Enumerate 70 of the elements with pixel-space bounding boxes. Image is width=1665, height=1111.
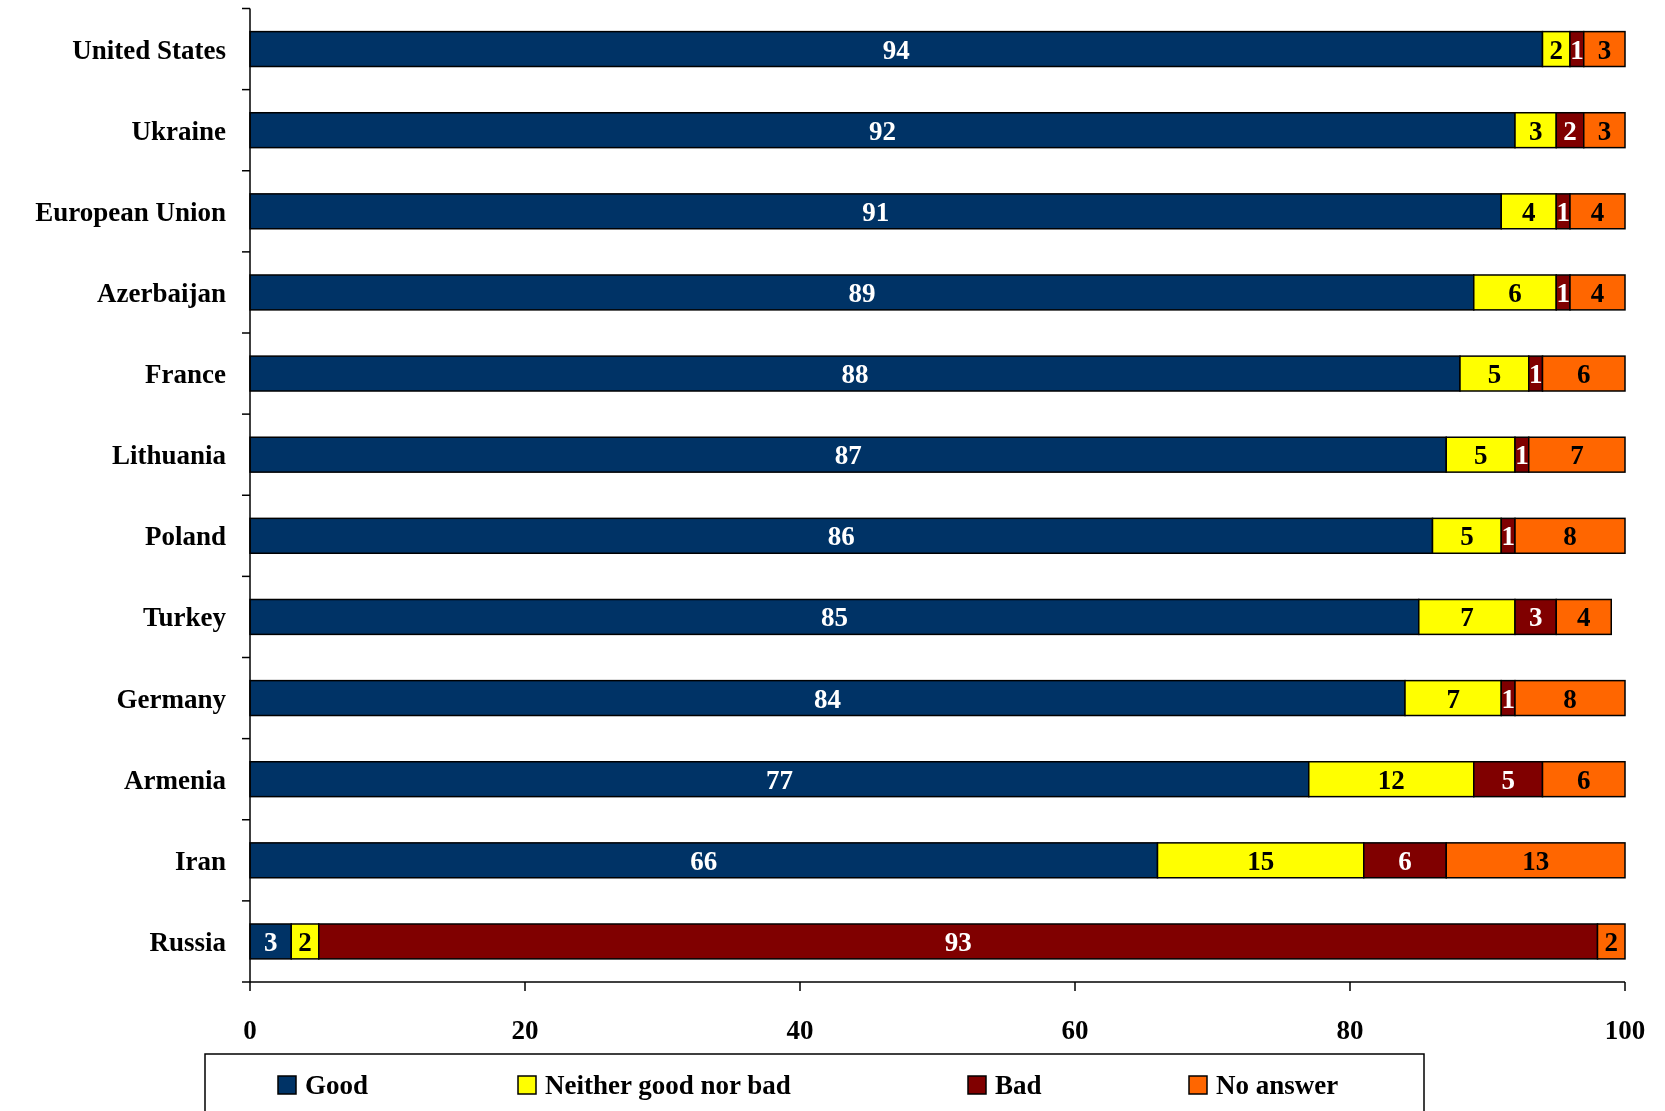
data-label: 6 <box>1577 359 1591 390</box>
data-label: 2 <box>1563 115 1577 146</box>
data-label: 5 <box>1487 359 1502 390</box>
data-label: 66 <box>690 845 718 876</box>
data-label: 1 <box>1501 521 1515 552</box>
data-label: 5 <box>1473 440 1488 471</box>
legend-label: No answer <box>1216 1070 1339 1101</box>
data-label: 4 <box>1590 277 1605 308</box>
data-label: 8 <box>1563 521 1577 552</box>
data-label: 77 <box>765 764 793 795</box>
data-label: 1 <box>1515 440 1529 471</box>
data-label: 1 <box>1501 683 1515 714</box>
data-label: 92 <box>869 115 896 146</box>
legend-label: Bad <box>995 1070 1042 1101</box>
data-label: 3 <box>263 926 278 957</box>
data-label: 5 <box>1460 521 1474 552</box>
data-label: 12 <box>1377 764 1405 795</box>
data-label: 85 <box>820 602 848 633</box>
data-label: 94 <box>882 34 910 65</box>
data-label: 8 <box>1563 683 1577 714</box>
y-tick-label: European Union <box>35 196 226 227</box>
data-label: 3 <box>1597 115 1612 146</box>
y-tick-label: Ukraine <box>131 115 227 146</box>
data-label: 7 <box>1446 683 1460 714</box>
data-label: 1 <box>1528 359 1543 390</box>
data-label: 3 <box>1528 115 1543 146</box>
x-tick-label: 100 <box>1604 1015 1646 1045</box>
data-label: 89 <box>848 277 876 308</box>
data-label: 15 <box>1247 845 1275 876</box>
data-label: 6 <box>1398 845 1412 876</box>
data-label: 88 <box>841 359 869 390</box>
y-tick-label: Azerbaijan <box>97 277 226 308</box>
data-label: 87 <box>834 440 862 471</box>
data-label: 1 <box>1556 196 1570 227</box>
y-tick-label: Poland <box>144 521 226 552</box>
data-label: 1 <box>1570 34 1584 65</box>
x-tick-label: 60 <box>1061 1015 1089 1045</box>
data-label: 6 <box>1577 764 1591 795</box>
data-label: 93 <box>944 926 972 957</box>
data-label: 2 <box>298 926 312 957</box>
y-tick-label: France <box>145 359 227 390</box>
y-tick-label: United States <box>72 34 226 65</box>
data-label: 6 <box>1508 277 1522 308</box>
y-tick-label: Iran <box>174 845 226 876</box>
data-label: 4 <box>1590 196 1605 227</box>
data-label: 84 <box>814 683 841 714</box>
x-tick-label: 0 <box>243 1015 257 1045</box>
data-label: 3 <box>1528 602 1543 633</box>
y-tick-label: Russia <box>149 926 227 957</box>
data-label: 2 <box>1604 926 1618 957</box>
data-label: 7 <box>1570 440 1584 471</box>
legend-label: Good <box>305 1070 369 1101</box>
data-label: 1 <box>1556 277 1570 308</box>
data-label: 3 <box>1597 34 1612 65</box>
x-tick-label: 40 <box>786 1015 814 1045</box>
data-label: 5 <box>1501 764 1515 795</box>
y-tick-label: Turkey <box>142 602 227 633</box>
y-tick-label: Lithuania <box>111 440 227 471</box>
data-label: 2 <box>1549 34 1563 65</box>
y-tick-label: Germany <box>116 683 227 714</box>
legend-label: Neither good nor bad <box>545 1070 791 1101</box>
y-tick-label: Armenia <box>124 764 227 795</box>
data-label: 86 <box>827 521 855 552</box>
x-tick-label: 80 <box>1336 1015 1364 1045</box>
x-tick-label: 20 <box>511 1015 539 1045</box>
data-label: 4 <box>1577 602 1591 633</box>
data-label: 7 <box>1460 602 1474 633</box>
data-label: 4 <box>1522 196 1536 227</box>
data-label: 13 <box>1522 845 1550 876</box>
data-label: 91 <box>862 196 890 227</box>
